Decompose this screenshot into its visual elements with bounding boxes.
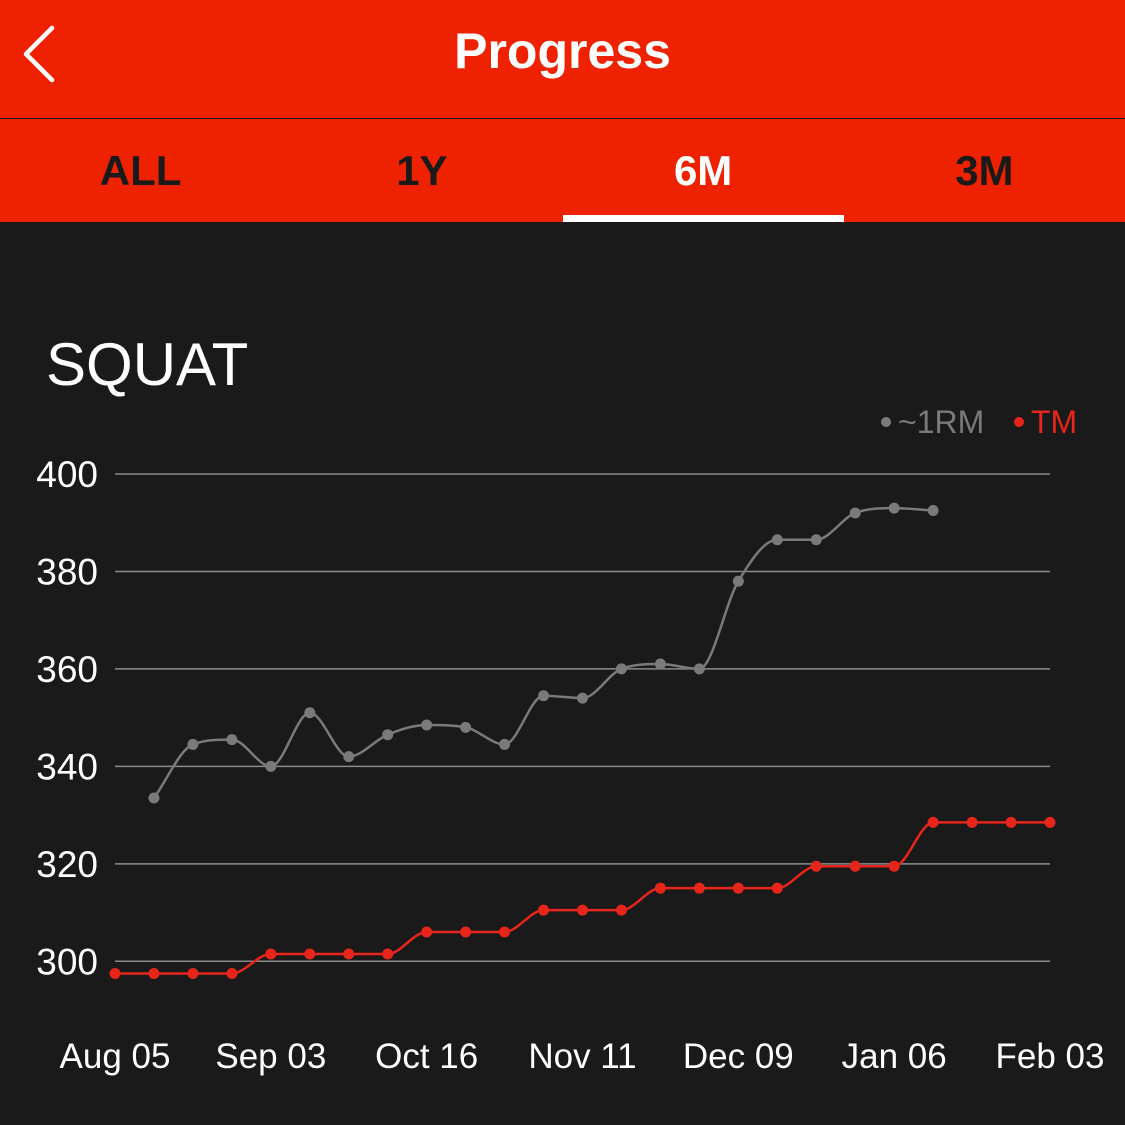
data-point-1rm <box>382 729 394 741</box>
data-point-tm <box>538 904 550 916</box>
y-tick-label: 340 <box>36 746 98 787</box>
x-tick-label: Dec 09 <box>683 1037 794 1076</box>
back-button[interactable] <box>14 20 74 90</box>
data-point-tm <box>1044 816 1056 828</box>
y-tick-label: 320 <box>36 844 98 885</box>
x-tick-label: Jan 06 <box>842 1037 947 1076</box>
data-point-tm <box>654 882 666 894</box>
data-point-tm <box>460 926 472 938</box>
data-point-tm <box>499 926 511 938</box>
data-point-tm <box>849 860 861 872</box>
data-point-1rm <box>187 738 199 750</box>
x-tick-label: Aug 05 <box>60 1037 171 1076</box>
chart-title: SQUAT <box>46 331 249 398</box>
data-point-tm <box>1005 816 1017 828</box>
data-point-tm <box>771 882 783 894</box>
tab-3m[interactable]: 3M <box>955 147 1014 194</box>
data-point-tm <box>109 967 121 979</box>
app-header: Progress <box>0 0 1125 118</box>
data-point-1rm <box>304 707 316 719</box>
y-tick-label: 400 <box>36 454 98 495</box>
tab-1y[interactable]: 1Y <box>396 147 448 194</box>
data-point-tm <box>343 948 355 960</box>
data-point-tm <box>888 860 900 872</box>
page-title: Progress <box>454 23 671 79</box>
x-tick-label: Feb 03 <box>996 1037 1105 1076</box>
data-point-tm <box>382 948 394 960</box>
data-point-1rm <box>888 502 900 514</box>
y-tick-label: 300 <box>36 941 98 982</box>
y-tick-label: 380 <box>36 551 98 592</box>
data-point-1rm <box>538 690 550 702</box>
legend-marker-tm <box>1014 417 1024 427</box>
data-point-tm <box>966 816 978 828</box>
data-point-1rm <box>577 692 588 704</box>
data-point-tm <box>226 967 238 979</box>
data-point-1rm <box>421 719 433 731</box>
data-point-1rm <box>499 738 511 750</box>
data-point-1rm <box>927 505 939 517</box>
x-tick-label: Sep 03 <box>215 1037 326 1076</box>
legend-marker-1rm <box>881 417 891 427</box>
data-point-tm <box>615 904 627 916</box>
data-point-1rm <box>460 721 472 733</box>
data-point-tm <box>693 882 705 894</box>
data-point-tm <box>187 967 199 979</box>
legend-label-1rm: ~1RM <box>898 404 984 440</box>
data-point-1rm <box>849 507 861 519</box>
data-point-1rm <box>265 760 277 772</box>
data-point-1rm <box>226 734 238 746</box>
x-tick-label: Nov 11 <box>528 1037 636 1076</box>
x-tick-label: Oct 16 <box>375 1037 478 1076</box>
data-point-1rm <box>343 751 355 763</box>
data-point-tm <box>927 816 939 828</box>
series-line-1rm <box>152 506 934 799</box>
data-point-1rm <box>732 575 744 587</box>
data-point-tm <box>421 926 433 938</box>
data-point-tm <box>732 882 744 894</box>
data-point-tm <box>810 860 822 872</box>
data-point-1rm <box>693 663 705 675</box>
data-point-1rm <box>148 792 160 804</box>
data-point-tm <box>265 948 277 960</box>
time-range-tabs: ALL 1Y 6M 3M <box>0 119 1125 222</box>
data-point-tm <box>304 948 316 960</box>
legend-label-tm: TM <box>1031 404 1077 440</box>
data-point-tm <box>577 904 588 916</box>
series-line-tm <box>114 821 1050 975</box>
data-point-1rm <box>810 534 822 546</box>
tab-6m[interactable]: 6M <box>562 119 845 222</box>
data-point-1rm <box>654 658 666 670</box>
y-tick-label: 360 <box>36 649 98 690</box>
tab-all[interactable]: ALL <box>99 147 182 194</box>
data-point-tm <box>148 967 160 979</box>
data-point-1rm <box>771 534 783 546</box>
chevron-left-icon <box>23 25 55 83</box>
data-point-1rm <box>615 663 627 675</box>
